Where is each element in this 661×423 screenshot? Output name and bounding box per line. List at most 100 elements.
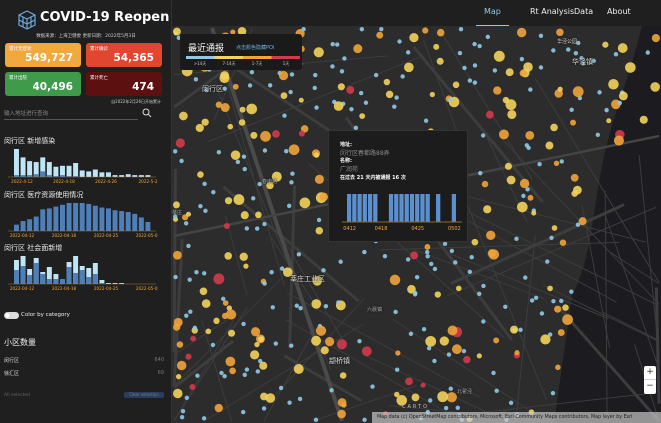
poi-dot[interactable] bbox=[335, 42, 340, 47]
poi-dot[interactable] bbox=[229, 367, 236, 375]
poi-dot[interactable] bbox=[559, 159, 564, 164]
chart-bar[interactable] bbox=[79, 203, 85, 231]
poi-dot[interactable] bbox=[278, 70, 289, 81]
chart-bar[interactable] bbox=[33, 162, 39, 177]
poi-dot[interactable] bbox=[314, 174, 325, 184]
poi-dot[interactable] bbox=[173, 250, 182, 260]
chart-bar[interactable] bbox=[20, 221, 26, 231]
poi-dot[interactable] bbox=[300, 125, 309, 133]
poi-dot[interactable] bbox=[481, 319, 486, 324]
poi-dot[interactable] bbox=[262, 148, 268, 153]
poi-dot[interactable] bbox=[579, 56, 584, 61]
chart-bar[interactable] bbox=[14, 270, 19, 284]
chart-bar[interactable] bbox=[66, 165, 72, 177]
poi-dot[interactable] bbox=[323, 304, 329, 309]
poi-dot[interactable] bbox=[446, 352, 452, 357]
poi-dot[interactable] bbox=[537, 162, 542, 167]
poi-dot[interactable] bbox=[477, 291, 482, 297]
poi-dot[interactable] bbox=[265, 393, 276, 403]
chart-bar[interactable] bbox=[92, 205, 98, 231]
poi-dot[interactable] bbox=[241, 321, 246, 327]
poi-dot[interactable] bbox=[311, 335, 322, 346]
poi-dot[interactable] bbox=[409, 33, 419, 43]
poi-dot[interactable] bbox=[608, 78, 619, 90]
poi-dot[interactable] bbox=[250, 327, 261, 337]
poi-dot[interactable] bbox=[173, 214, 178, 219]
legend-hint[interactable]: 点击颜色隐藏POI bbox=[236, 45, 275, 51]
poi-dot[interactable] bbox=[341, 402, 347, 408]
poi-dot[interactable] bbox=[461, 348, 467, 354]
poi-dot[interactable] bbox=[329, 388, 334, 393]
poi-dot[interactable] bbox=[175, 138, 185, 148]
poi-dot[interactable] bbox=[505, 68, 514, 77]
chart-bar[interactable] bbox=[60, 279, 65, 284]
poi-dot[interactable] bbox=[363, 100, 369, 105]
chart-bar[interactable] bbox=[125, 174, 131, 177]
poi-dot[interactable] bbox=[173, 201, 180, 209]
chart-bar[interactable] bbox=[138, 217, 144, 231]
chart-bar[interactable] bbox=[20, 175, 26, 177]
poi-dot[interactable] bbox=[467, 269, 473, 275]
chart-bar[interactable] bbox=[106, 172, 111, 177]
chart-bar[interactable] bbox=[119, 175, 125, 177]
poi-dot[interactable] bbox=[545, 141, 554, 150]
poi-dot[interactable] bbox=[262, 221, 267, 227]
poi-dot[interactable] bbox=[448, 386, 453, 391]
poi-dot[interactable] bbox=[260, 392, 268, 401]
poi-dot[interactable] bbox=[538, 33, 544, 39]
poi-dot[interactable] bbox=[222, 374, 227, 379]
poi-dot[interactable] bbox=[467, 78, 473, 83]
poi-dot[interactable] bbox=[227, 123, 234, 130]
poi-dot[interactable] bbox=[201, 271, 207, 276]
poi-dot[interactable] bbox=[425, 249, 430, 255]
poi-dot[interactable] bbox=[272, 130, 280, 138]
legend-color-bar[interactable] bbox=[186, 56, 300, 59]
chart-bar[interactable] bbox=[33, 216, 39, 231]
poi-dot[interactable] bbox=[290, 171, 295, 176]
poi-dot[interactable] bbox=[491, 370, 496, 376]
poi-dot[interactable] bbox=[215, 101, 223, 108]
poi-dot[interactable] bbox=[379, 27, 384, 32]
poi-dot[interactable] bbox=[463, 355, 471, 364]
poi-dot[interactable] bbox=[225, 356, 236, 367]
poi-dot[interactable] bbox=[301, 27, 306, 32]
poi-dot[interactable] bbox=[267, 83, 273, 88]
poi-dot[interactable] bbox=[471, 238, 479, 246]
poi-dot[interactable] bbox=[492, 68, 498, 73]
tab-map[interactable]: Map bbox=[476, 7, 509, 27]
map-canvas[interactable] bbox=[172, 26, 661, 423]
poi-dot[interactable] bbox=[508, 400, 514, 406]
poi-dot[interactable] bbox=[186, 243, 191, 249]
chart-bar[interactable] bbox=[60, 204, 65, 231]
poi-dot[interactable] bbox=[597, 90, 602, 95]
poi-dot[interactable] bbox=[570, 119, 576, 126]
poi-dot[interactable] bbox=[400, 74, 405, 79]
chart-bar[interactable] bbox=[40, 157, 46, 177]
poi-dot[interactable] bbox=[428, 398, 433, 403]
chart-bar[interactable] bbox=[66, 203, 72, 231]
poi-dot[interactable] bbox=[273, 341, 279, 346]
poi-dot[interactable] bbox=[175, 373, 182, 380]
poi-dot[interactable] bbox=[293, 364, 304, 374]
poi-dot[interactable] bbox=[404, 62, 414, 73]
chart-bar[interactable] bbox=[92, 169, 98, 177]
poi-dot[interactable] bbox=[173, 149, 178, 154]
poi-dot[interactable] bbox=[205, 328, 212, 335]
poi-dot[interactable] bbox=[407, 284, 416, 294]
poi-dot[interactable] bbox=[353, 44, 363, 54]
chart-bar[interactable] bbox=[138, 175, 144, 177]
poi-dot[interactable] bbox=[173, 388, 183, 399]
poi-dot[interactable] bbox=[176, 341, 184, 348]
poi-dot[interactable] bbox=[525, 130, 535, 140]
poi-dot[interactable] bbox=[559, 298, 564, 304]
poi-dot[interactable] bbox=[319, 192, 329, 201]
chart-bar[interactable] bbox=[73, 203, 79, 231]
poi-dot[interactable] bbox=[516, 201, 528, 213]
poi-dot[interactable] bbox=[529, 298, 535, 303]
chart-bar[interactable] bbox=[33, 263, 39, 284]
poi-dot[interactable] bbox=[239, 252, 248, 261]
poi-dot[interactable] bbox=[405, 377, 413, 386]
poi-dot[interactable] bbox=[211, 189, 216, 195]
poi-dot[interactable] bbox=[527, 194, 534, 201]
poi-dot[interactable] bbox=[278, 385, 284, 391]
